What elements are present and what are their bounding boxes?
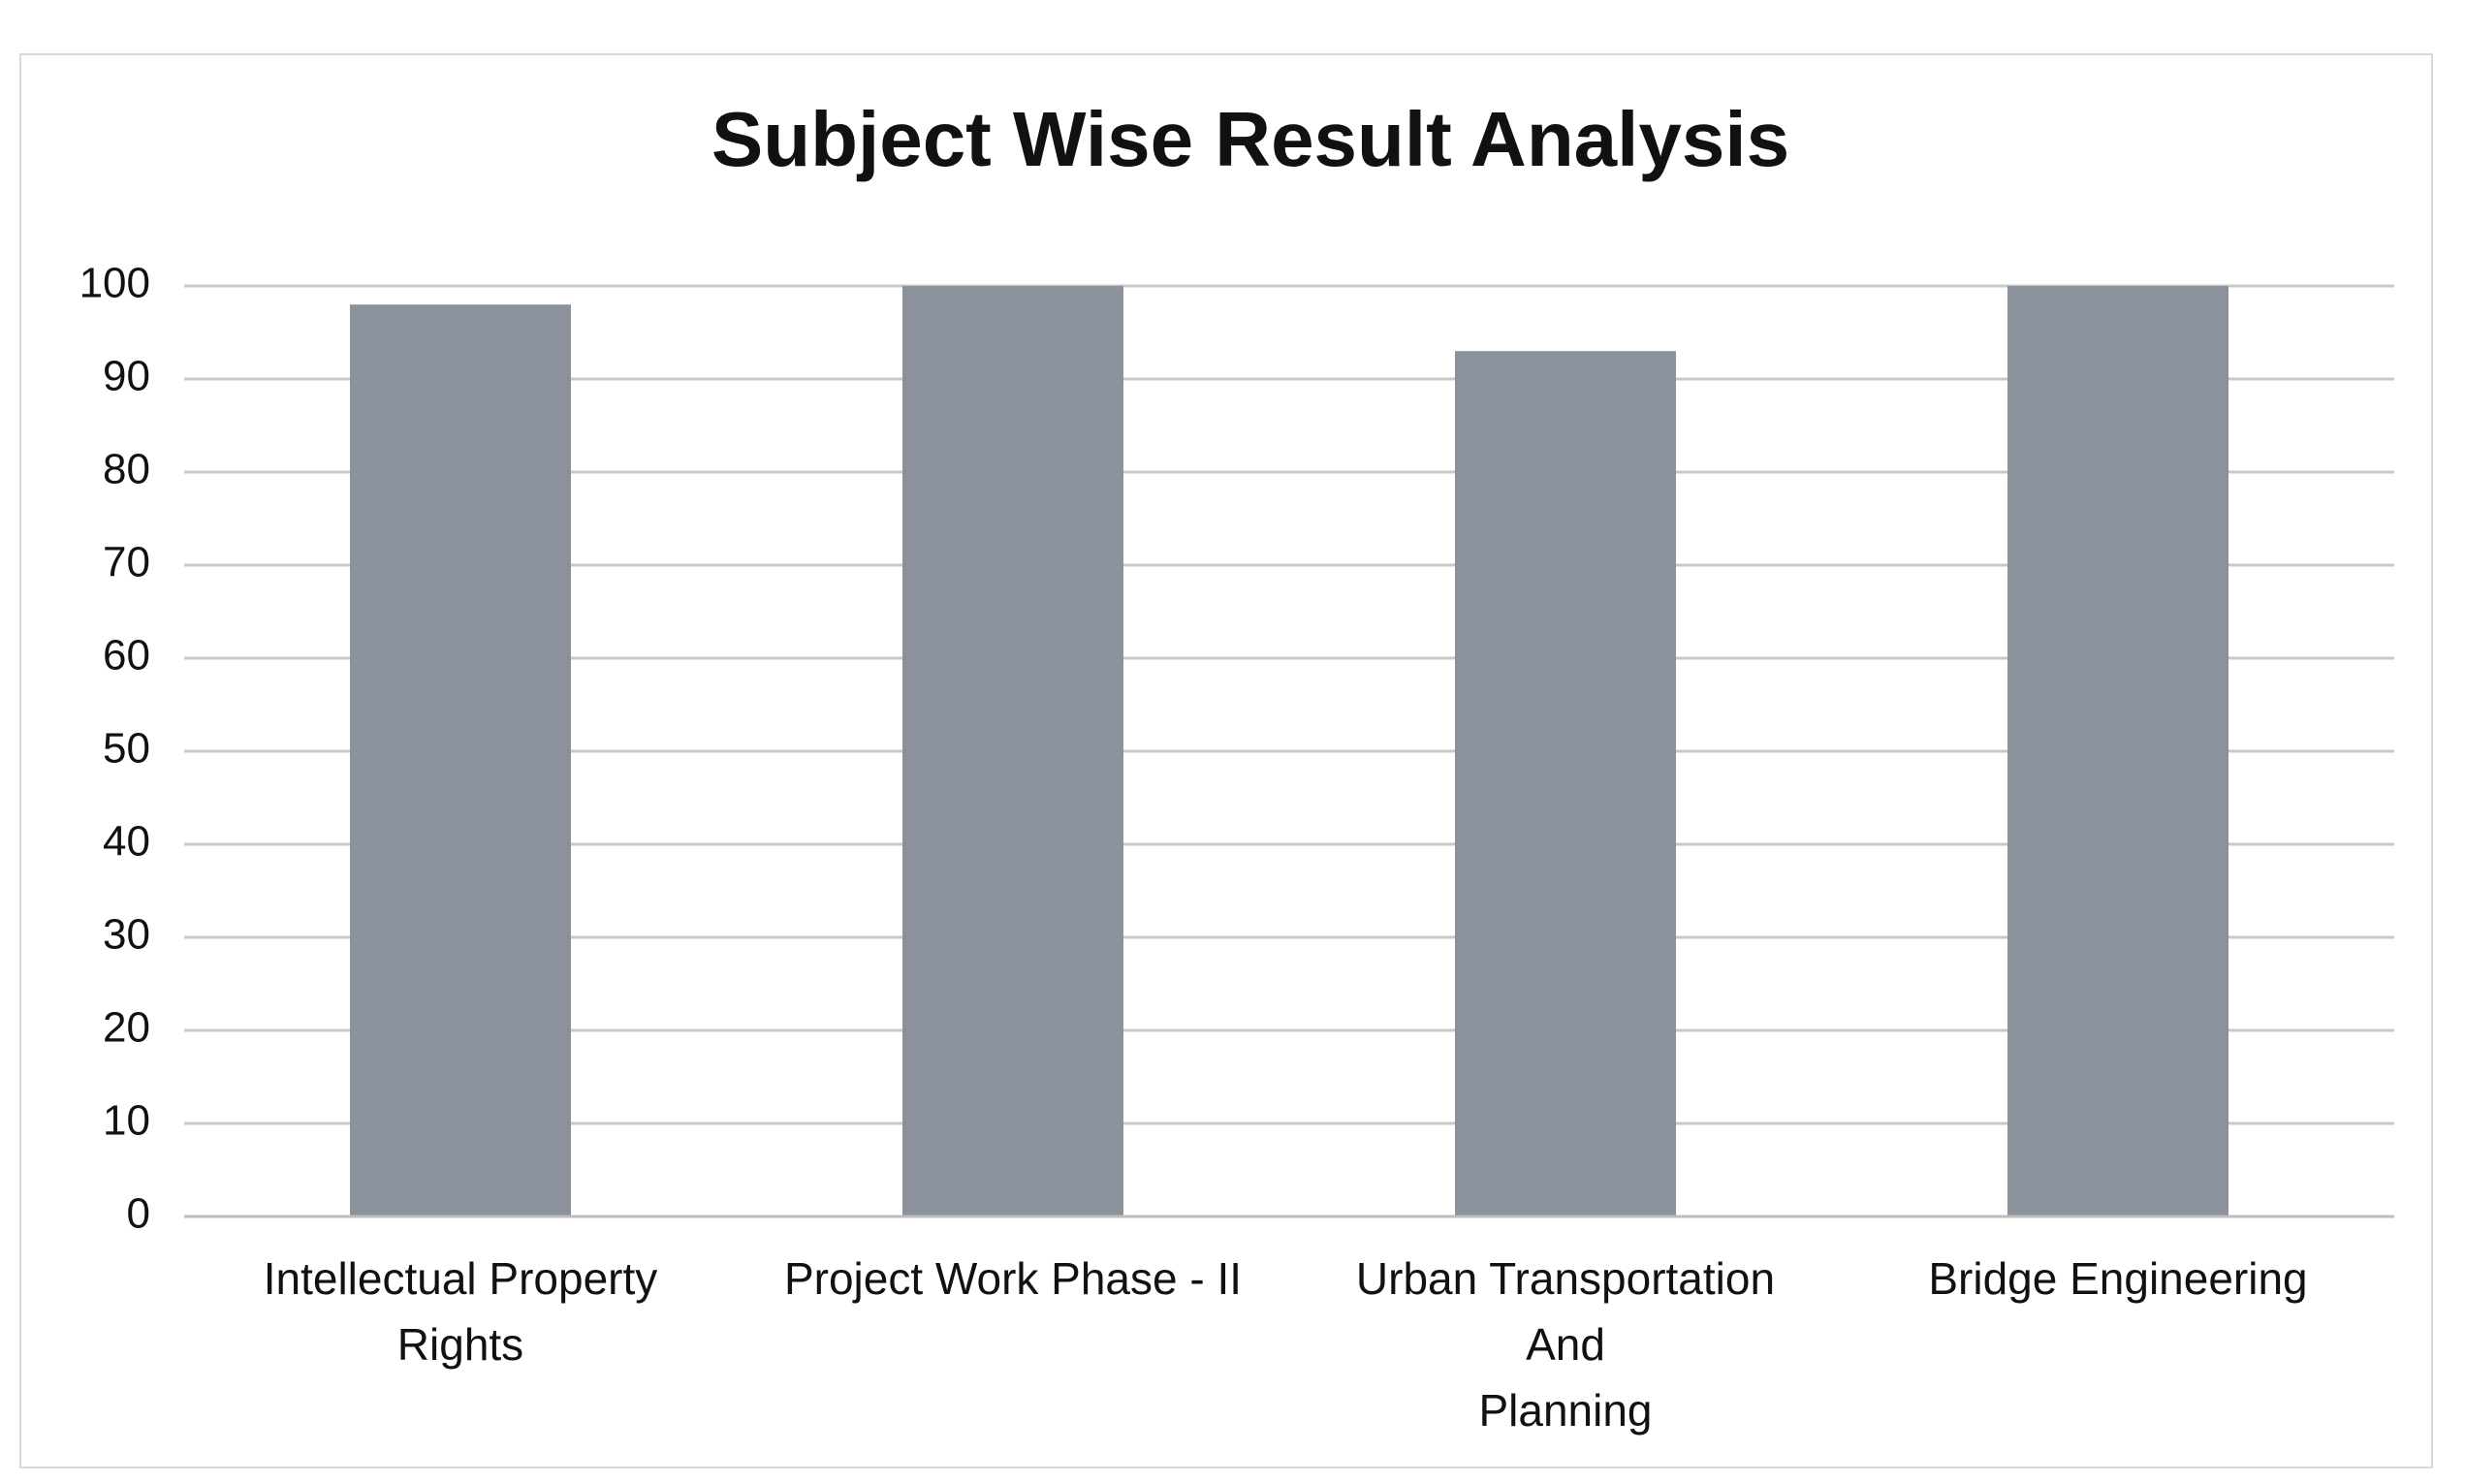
bar	[1455, 351, 1676, 1216]
y-tick-label: 30	[103, 911, 150, 959]
chart-frame	[19, 53, 2433, 1468]
y-tick-label: 40	[103, 818, 150, 866]
chart-title: Subject Wise Result Analysis	[711, 96, 1789, 182]
bar	[350, 304, 571, 1216]
y-tick-label: 60	[103, 632, 150, 679]
y-tick-label: 0	[127, 1190, 150, 1238]
y-tick-label: 20	[103, 1004, 150, 1052]
bar	[2007, 286, 2228, 1216]
y-tick-label: 90	[103, 353, 150, 400]
bar	[902, 286, 1123, 1216]
y-tick-label: 50	[103, 725, 150, 773]
y-tick-label: 100	[79, 260, 150, 307]
y-tick-label: 70	[103, 539, 150, 586]
x-tick-label: Urban Transportation And Planning	[1355, 1253, 1776, 1436]
x-tick-label: Project Work Phase - II	[783, 1253, 1243, 1304]
y-tick-label: 10	[103, 1097, 150, 1145]
y-tick-label: 80	[103, 446, 150, 493]
x-tick-label: Intellectual Property Rights	[263, 1253, 658, 1370]
x-tick-label: Bridge Engineering	[1928, 1253, 2308, 1304]
